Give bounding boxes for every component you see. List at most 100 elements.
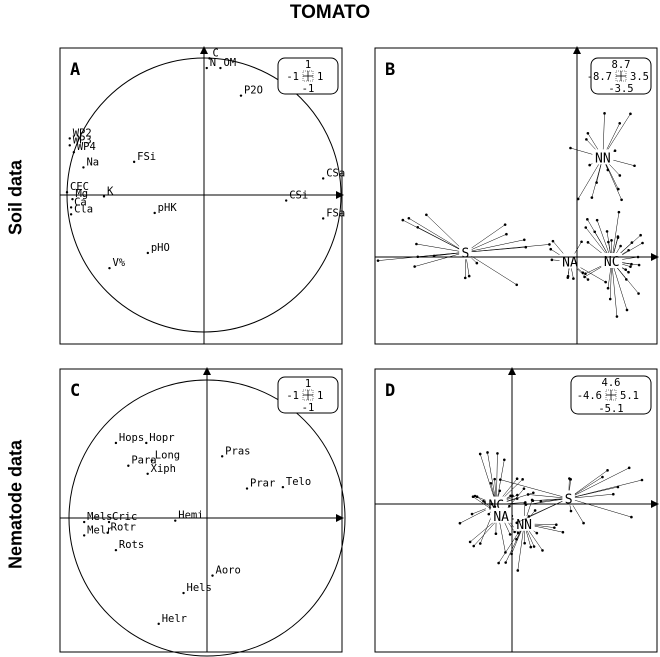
star-point xyxy=(639,233,642,237)
star-point xyxy=(595,218,599,222)
star-point xyxy=(553,526,556,529)
star-point xyxy=(607,240,610,244)
variable-marker xyxy=(72,151,76,154)
variable-label: CSi xyxy=(289,190,308,202)
variable-label: Cric xyxy=(112,511,137,523)
variable-marker xyxy=(107,520,111,524)
star-point xyxy=(478,542,482,545)
variable-label: Hemi xyxy=(178,510,203,522)
star-point xyxy=(472,544,476,548)
star-point xyxy=(526,493,530,496)
class-group: NN xyxy=(497,498,565,572)
variable-label: Aoro xyxy=(216,565,241,577)
variable-point: Helr xyxy=(157,613,187,626)
star-spoke xyxy=(465,233,507,253)
star-point xyxy=(413,265,416,268)
star-point xyxy=(478,452,482,456)
star-spoke xyxy=(414,252,466,267)
star-point xyxy=(515,521,519,525)
variable-point: Mels xyxy=(82,511,112,524)
star-point xyxy=(486,451,489,454)
variable-marker xyxy=(132,160,136,164)
panel-b: S NA NC NN B 8.7-8.7 3.5-3.5 xyxy=(374,46,659,345)
variable-point: WP3 xyxy=(68,134,92,147)
star-point xyxy=(618,121,622,125)
star-point xyxy=(425,213,428,217)
variable-label: FSi xyxy=(137,151,156,163)
variable-label: pHK xyxy=(158,202,178,214)
star-point xyxy=(471,495,475,499)
variable-point: Xiph xyxy=(146,463,176,475)
centroid-label-bg xyxy=(490,507,512,523)
star-point xyxy=(582,521,585,525)
star-point xyxy=(627,270,630,274)
star-point xyxy=(616,236,620,239)
star-point xyxy=(624,268,628,271)
star-point xyxy=(580,240,583,244)
star-point xyxy=(487,512,491,516)
star-point xyxy=(640,478,644,482)
star-point xyxy=(475,495,479,499)
centroid-label: NC xyxy=(604,255,620,270)
variable-marker xyxy=(211,574,214,577)
star-point xyxy=(625,308,629,312)
variable-marker xyxy=(82,166,85,169)
variable-label: Long xyxy=(155,449,180,461)
star-point xyxy=(606,469,609,472)
star-spoke xyxy=(568,470,608,499)
star-point xyxy=(494,532,498,536)
star-point xyxy=(584,226,588,229)
scale-box: 8.7-8.7 3.5-3.5 xyxy=(587,57,652,95)
variable-label: Hopr xyxy=(149,432,174,444)
star-point xyxy=(541,549,544,552)
scale-top: 8.7 xyxy=(612,59,631,71)
star-spoke xyxy=(465,239,525,253)
star-point xyxy=(539,500,543,503)
scale-bottom: -5.1 xyxy=(598,403,623,415)
star-point xyxy=(515,477,519,480)
centroid-label: S xyxy=(461,246,469,261)
scale-left: -1 xyxy=(286,71,299,83)
star-spoke xyxy=(568,479,643,499)
star-point xyxy=(584,272,587,276)
variable-marker xyxy=(114,441,118,445)
star-point xyxy=(527,515,531,518)
star-point xyxy=(637,263,641,267)
scale-left: -8.7 xyxy=(587,71,612,83)
star-spoke xyxy=(517,523,525,571)
variable-point: Telo xyxy=(281,476,311,489)
star-point xyxy=(555,523,558,527)
scale-cross-box xyxy=(302,389,314,401)
variable-label: Xiph xyxy=(151,463,176,475)
variable-label: K xyxy=(107,185,114,197)
variable-label: Mels xyxy=(87,511,112,523)
star-point xyxy=(590,196,594,199)
variable-label: Ca xyxy=(74,196,87,208)
star-point xyxy=(551,239,555,243)
star-point xyxy=(516,493,519,497)
star-spoke xyxy=(528,494,569,499)
variable-marker xyxy=(82,520,86,524)
variable-point: Hopr xyxy=(145,432,175,445)
star-point xyxy=(615,315,619,318)
variable-point: N xyxy=(205,57,216,70)
variable-label: C xyxy=(212,47,218,59)
star-point xyxy=(497,561,500,565)
panel-label: C xyxy=(70,381,80,401)
variable-point: Hels xyxy=(182,582,212,595)
star-point xyxy=(535,531,539,535)
variable-marker xyxy=(157,622,160,626)
variable-label: Hels xyxy=(187,582,212,594)
variable-marker xyxy=(219,66,222,70)
star-spoke xyxy=(611,260,628,311)
star-point xyxy=(524,245,528,249)
star-point xyxy=(523,541,526,545)
centroid-label: NN xyxy=(595,151,611,166)
star-point xyxy=(467,274,471,278)
centroid-label-bg xyxy=(592,149,614,165)
variable-label: Rots xyxy=(119,539,144,551)
star-point xyxy=(633,164,636,168)
star-point xyxy=(585,138,588,141)
star-spoke xyxy=(465,252,517,285)
